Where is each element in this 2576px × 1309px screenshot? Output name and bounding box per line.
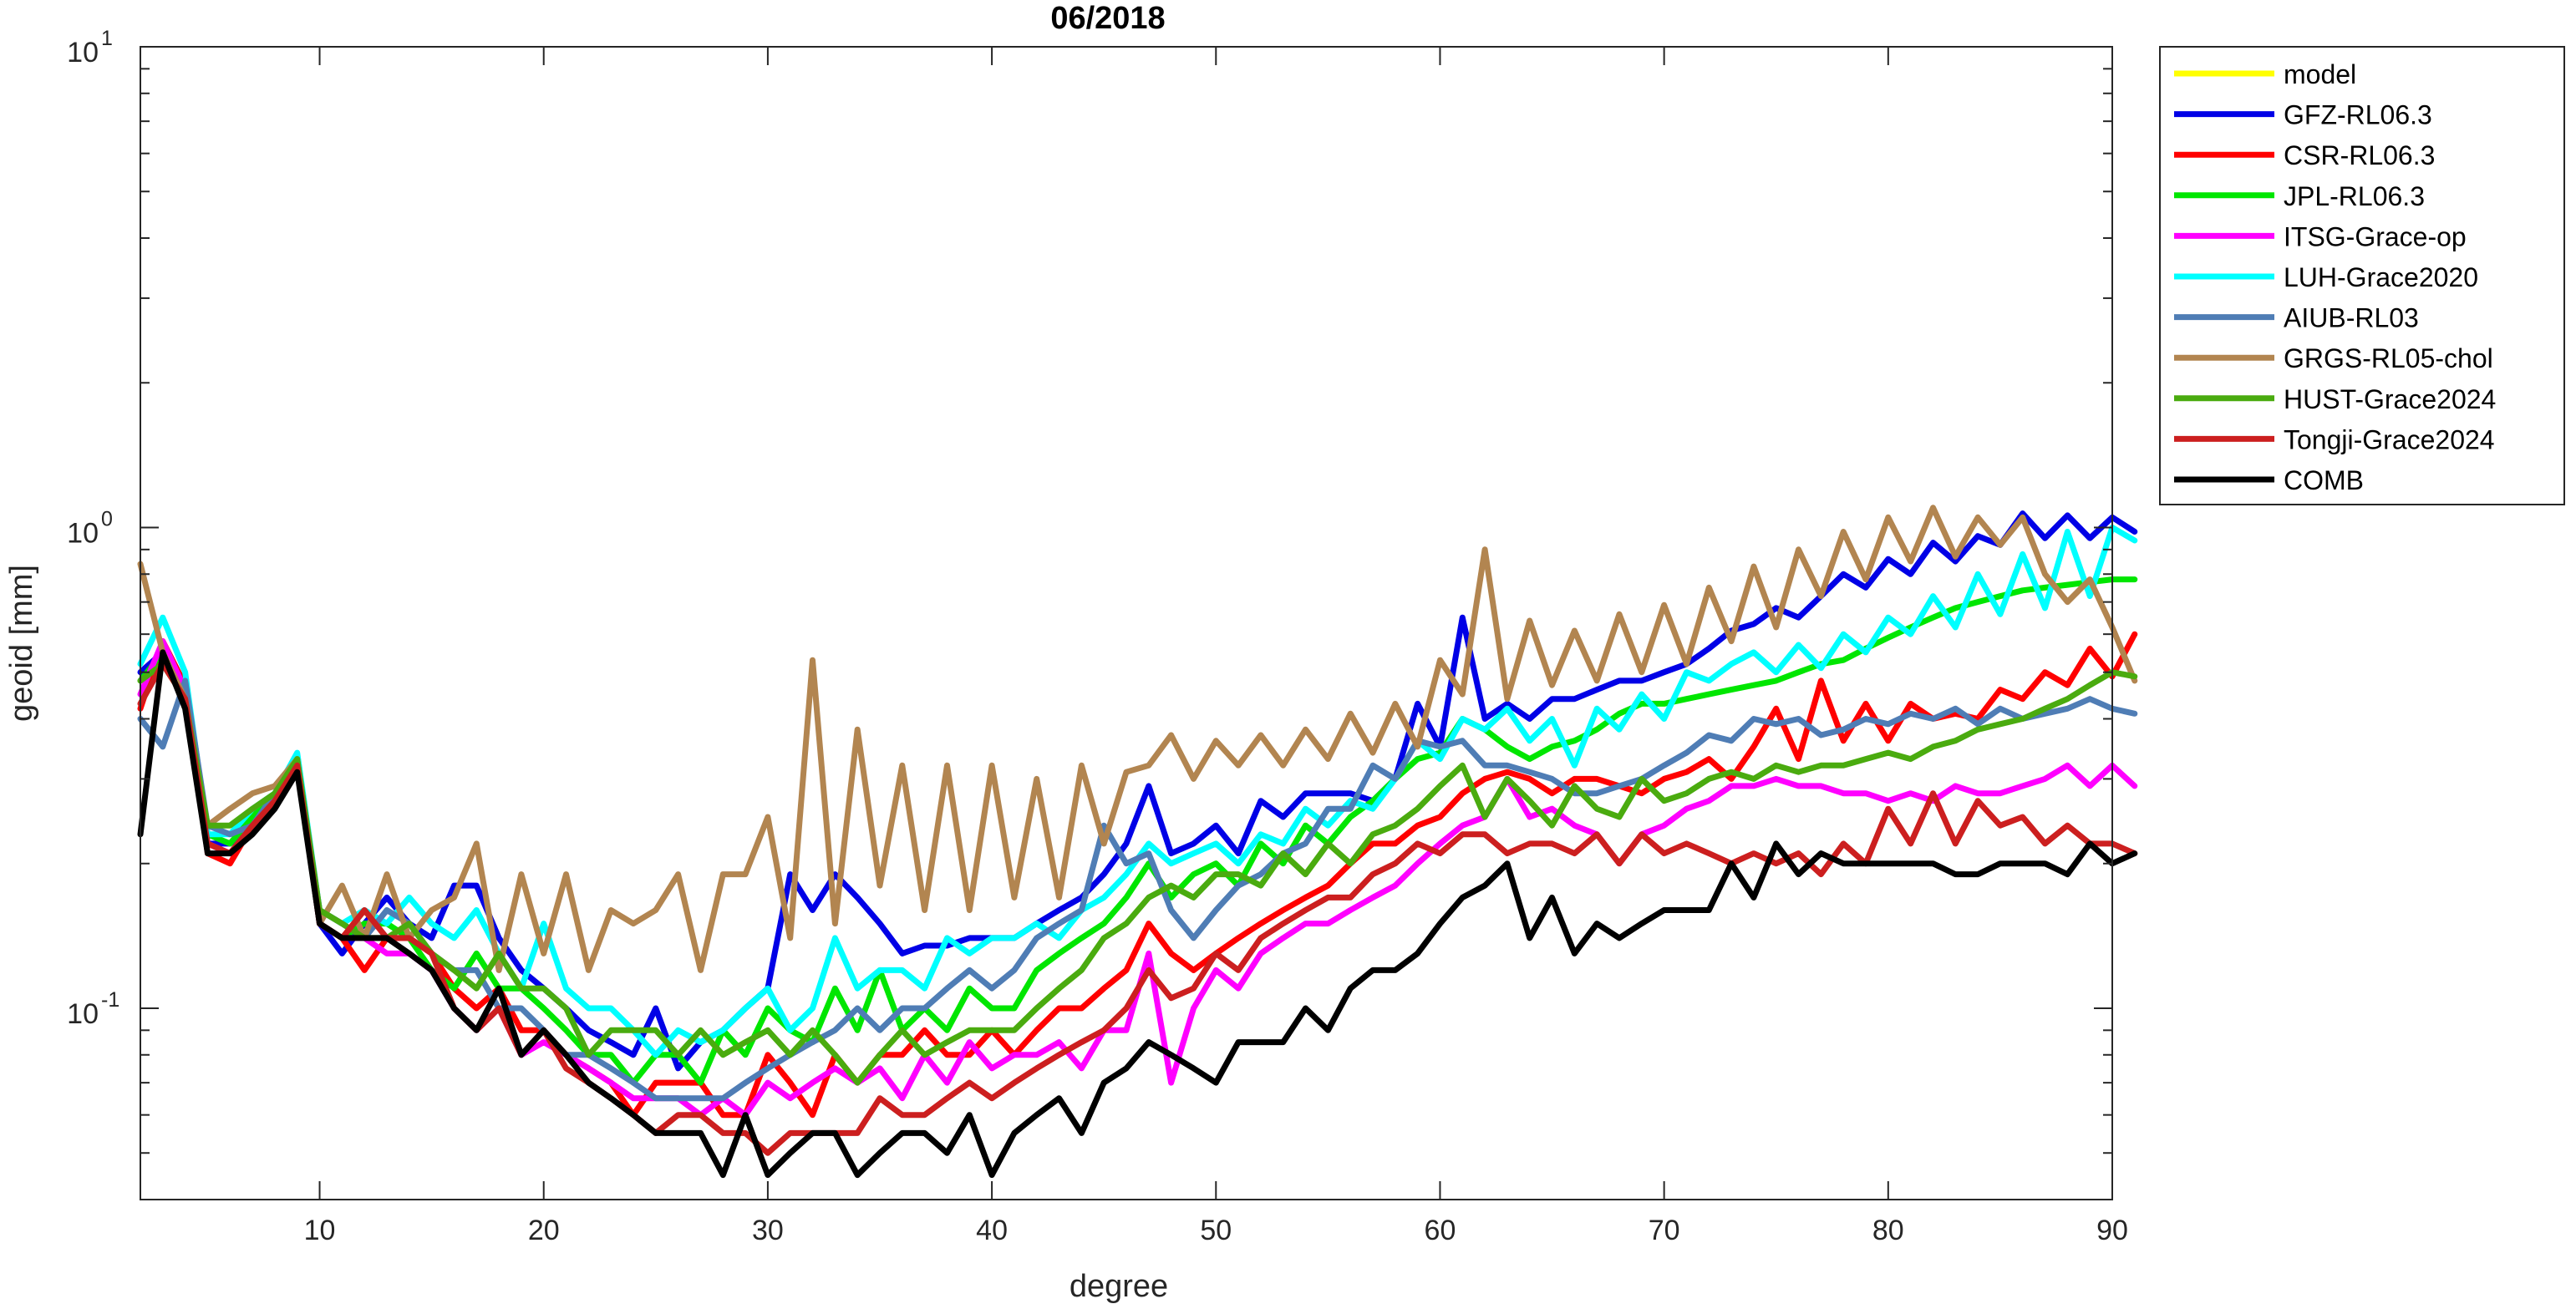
- legend-label-0: model: [2284, 59, 2356, 89]
- legend-item-10: COMB: [2174, 465, 2364, 495]
- x-tick-label-8: 90: [2096, 1215, 2128, 1246]
- legend-item-0: model: [2174, 59, 2356, 89]
- series-line-7: [137, 505, 2138, 973]
- series-line-6: [137, 677, 2138, 1102]
- series-line-8: [137, 661, 2138, 1086]
- chart-title: 06/2018: [1050, 1, 1165, 36]
- y-tick-label-exp-2: 1: [101, 27, 113, 50]
- x-tick-label-5: 60: [1425, 1215, 1456, 1246]
- legend-item-2: CSR-RL06.3: [2174, 140, 2435, 170]
- series-line-1: [137, 510, 2138, 1072]
- legend-item-1: GFZ-RL06.3: [2174, 100, 2432, 130]
- y-tick-label-0: 10 -1: [67, 988, 119, 1030]
- legend-label-7: GRGS-RL05-chol: [2284, 343, 2493, 373]
- x-tick-label-4: 50: [1200, 1215, 1232, 1246]
- series-line-3: [137, 576, 2138, 1086]
- plot-area: [137, 46, 2138, 1200]
- x-tick-labels: 10 20 30 40 50 60 70 80 90: [304, 1215, 2128, 1246]
- x-tick-label-0: 10: [304, 1215, 336, 1246]
- legend-item-3: JPL-RL06.3: [2174, 181, 2425, 211]
- legend-item-9: Tongji-Grace2024: [2174, 424, 2495, 454]
- legend-label-9: Tongji-Grace2024: [2284, 424, 2495, 454]
- y-tick-label-base-1: 10: [67, 517, 99, 549]
- y-tick-label-base-0: 10: [67, 998, 99, 1030]
- x-tick-label-3: 40: [976, 1215, 1008, 1246]
- x-axis-label: degree: [1070, 1269, 1168, 1304]
- legend-item-7: GRGS-RL05-chol: [2174, 343, 2493, 373]
- legend-label-2: CSR-RL06.3: [2284, 140, 2435, 170]
- legend: model GFZ-RL06.3 CSR-RL06.3 JPL-RL06.3 ITSG-…: [2159, 46, 2565, 505]
- y-tick-label-exp-1: 0: [101, 507, 113, 530]
- plot-frame: [140, 46, 2113, 1200]
- series-layer: [137, 505, 2138, 1179]
- y-tick-label-base-2: 10: [67, 37, 99, 68]
- x-tick-label-6: 70: [1649, 1215, 1680, 1246]
- y-axis-label: geoid [mm]: [4, 565, 39, 722]
- series-line-2: [137, 631, 2138, 1119]
- series-line-10: [137, 649, 2138, 1179]
- legend-label-6: AIUB-RL03: [2284, 303, 2419, 333]
- legend-label-8: HUST-Grace2024: [2284, 384, 2496, 414]
- legend-item-8: HUST-Grace2024: [2174, 384, 2496, 414]
- legend-label-1: GFZ-RL06.3: [2284, 100, 2432, 130]
- legend-items: model GFZ-RL06.3 CSR-RL06.3 JPL-RL06.3 ITSG-…: [2174, 59, 2496, 495]
- y-tick-label-1: 10 0: [67, 507, 113, 549]
- x-tick-label-7: 80: [1872, 1215, 1904, 1246]
- legend-label-3: JPL-RL06.3: [2284, 181, 2425, 211]
- y-tick-label-exp-0: -1: [101, 988, 119, 1012]
- x-tick-label-2: 30: [752, 1215, 784, 1246]
- legend-label-10: COMB: [2284, 465, 2364, 495]
- legend-item-6: AIUB-RL03: [2174, 303, 2419, 333]
- x-tick-label-1: 20: [528, 1215, 560, 1246]
- legend-label-5: LUH-Grace2020: [2284, 262, 2478, 292]
- legend-item-4: ITSG-Grace-op: [2174, 221, 2467, 251]
- y-tick-label-2: 10 1: [67, 27, 113, 68]
- legend-label-4: ITSG-Grace-op: [2284, 221, 2467, 251]
- legend-item-5: LUH-Grace2020: [2174, 262, 2478, 292]
